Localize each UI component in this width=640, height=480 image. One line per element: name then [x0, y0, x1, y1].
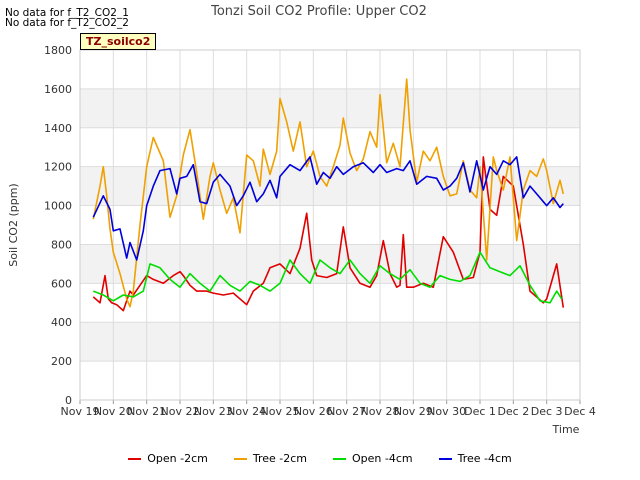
legend-label: Open -4cm	[352, 452, 413, 465]
gridlines	[79, 49, 581, 404]
x-tick-label: Nov 27	[327, 405, 366, 418]
legend-item: Open -4cm	[333, 452, 413, 465]
x-tick-label: Nov 29	[394, 405, 433, 418]
x-tick-label: Dec 2	[497, 405, 529, 418]
y-tick-label: 600	[51, 277, 72, 290]
series-line-tree-2cm	[92, 78, 565, 308]
legend-label: Open -2cm	[147, 452, 208, 465]
series-line-tree-4cm	[92, 156, 564, 261]
legend-item: Tree -4cm	[438, 452, 512, 465]
chart-title: Tonzi Soil CO2 Profile: Upper CO2	[210, 4, 427, 19]
y-tick-label: 1000	[44, 200, 72, 213]
x-tick-label: Dec 4	[564, 405, 596, 418]
x-tick-label: Dec 1	[464, 405, 496, 418]
series-line-open-2cm	[92, 156, 565, 312]
x-axis-label: Time	[552, 423, 580, 436]
series-lines	[92, 78, 565, 312]
legend-label: Tree -4cm	[457, 452, 512, 465]
background-band	[80, 88, 580, 128]
series-line-open-4cm	[93, 251, 563, 304]
x-tick-label: Nov 19	[61, 405, 100, 418]
plot-border	[79, 49, 581, 401]
x-tick-label: Nov 21	[127, 405, 166, 418]
y-tick-label: 800	[51, 238, 72, 251]
y-tick-label: 1400	[44, 122, 72, 135]
no-data-note-1: No data for f_T2_CO2_1	[5, 7, 129, 19]
x-tick-label: Dec 3	[531, 405, 563, 418]
y-axis-label: Soil CO2 (ppm)	[7, 183, 20, 266]
x-tick-label: Nov 24	[227, 405, 266, 418]
y-tick-label: 0	[65, 394, 72, 407]
y-tick-label: 200	[51, 355, 72, 368]
legend-swatch	[333, 457, 346, 460]
x-tick-label: Nov 26	[294, 405, 333, 418]
y-tick-label: 1800	[44, 44, 72, 57]
background-band	[80, 322, 580, 362]
x-tick-label: Nov 23	[194, 405, 233, 418]
legend-label: Tree -2cm	[252, 452, 307, 465]
x-tick-label: Nov 28	[361, 405, 400, 418]
x-tick-label: Nov 20	[94, 405, 133, 418]
y-tick-label: 1600	[44, 83, 72, 96]
background-bands	[80, 88, 580, 362]
background-band	[80, 166, 580, 206]
legend-item: Open -2cm	[128, 452, 208, 465]
x-tick-label: Nov 22	[161, 405, 200, 418]
background-band	[80, 244, 580, 284]
y-tick-label: 400	[51, 316, 72, 329]
station-tag: TZ_soilco2	[80, 33, 157, 50]
no-data-note-2: No data for f_T2_CO2_2	[5, 17, 129, 29]
legend-swatch	[438, 457, 452, 460]
x-tick-label: Nov 30	[427, 405, 466, 418]
x-tick-label: Nov 25	[261, 405, 300, 418]
y-tick-label: 1200	[44, 161, 72, 174]
legend-swatch	[233, 457, 247, 460]
legend: Open -2cm Tree -2cm Open -4cm Tree -4cm	[0, 452, 640, 465]
legend-item: Tree -2cm	[233, 452, 307, 465]
legend-swatch	[128, 457, 142, 460]
